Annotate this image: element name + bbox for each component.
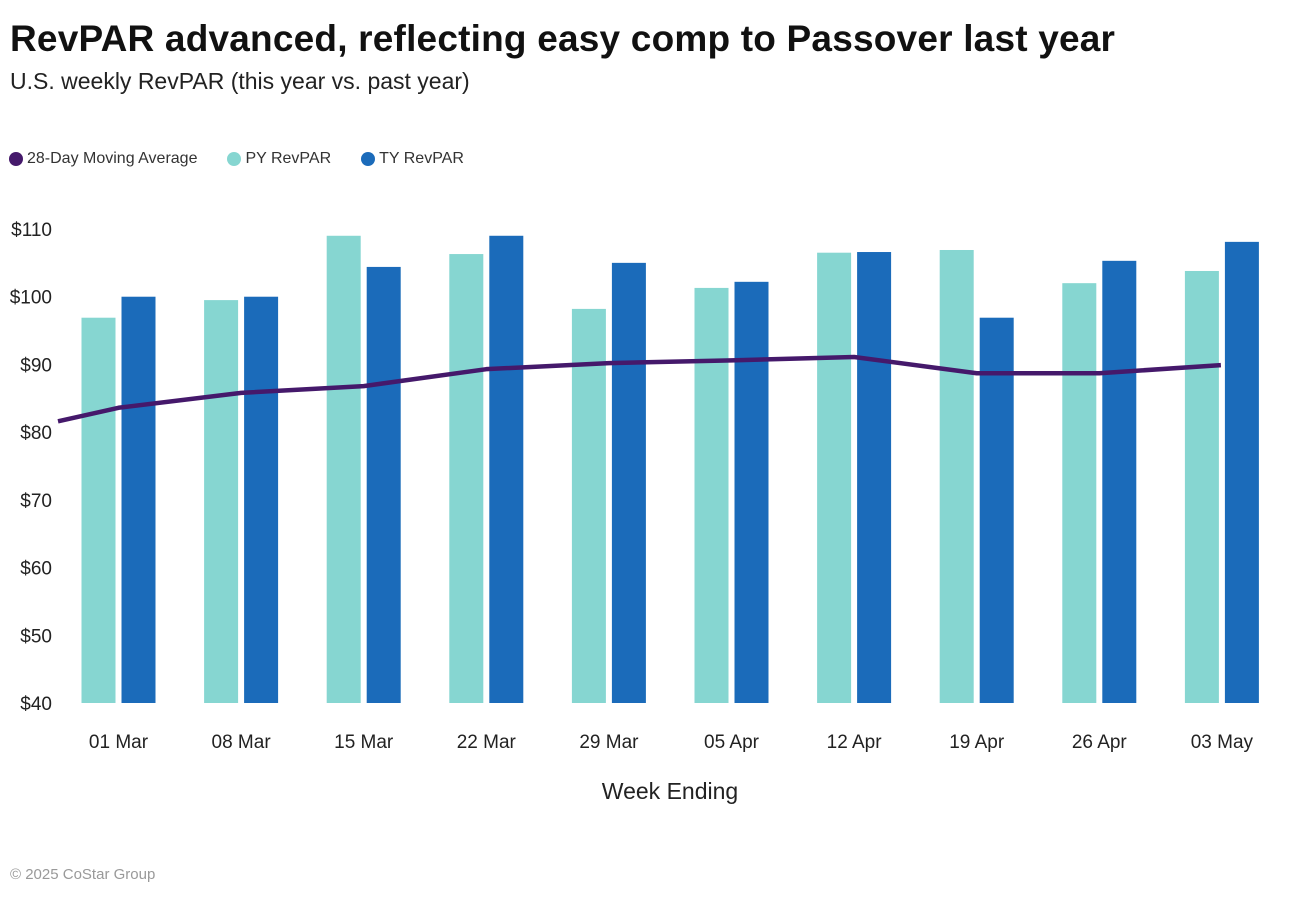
legend-label: 28-Day Moving Average [27, 150, 198, 167]
bar-py-revpar [204, 300, 239, 703]
bar-py-revpar [1062, 283, 1097, 703]
bar-py-revpar [81, 317, 116, 703]
chart-subtitle: U.S. weekly RevPAR (this year vs. past y… [10, 68, 470, 94]
y-tick-label: $100 [10, 288, 52, 309]
moving-average-line [57, 354, 1222, 424]
legend-swatch-ty-revpar [361, 152, 376, 166]
x-tick-label: 29 Mar [579, 732, 639, 753]
x-tick-label: 12 Apr [827, 732, 883, 753]
bar-py-revpar [817, 252, 852, 703]
x-axis: 01 Mar 08 Mar 15 Mar 22 Mar 29 Mar 05 Apr 12 A… [89, 732, 1254, 753]
x-axis-title: Week Ending [602, 778, 738, 804]
legend-label: TY RevPAR [379, 150, 464, 167]
bar-ty-revpar [244, 296, 279, 703]
legend: 28-Day Moving Average PY RevPAR TY RevPA… [9, 150, 494, 168]
x-tick-label: 08 Mar [212, 732, 272, 753]
bar-ty-revpar [489, 235, 524, 703]
legend-item-ty-revpar: TY RevPAR [361, 150, 464, 168]
legend-item-py-revpar: PY RevPAR [227, 150, 331, 168]
legend-label: PY RevPAR [245, 150, 332, 167]
bar-py-revpar [571, 308, 606, 703]
bar-ty-revpar [1102, 260, 1137, 703]
bars [81, 235, 1259, 703]
bar-py-revpar [1184, 270, 1219, 703]
chart-title: RevPAR advanced, reflecting easy comp to… [10, 18, 1116, 59]
legend-swatch-py-revpar [227, 152, 242, 166]
y-tick-label: $60 [20, 559, 52, 580]
bar-ty-revpar [121, 296, 156, 703]
x-tick-label: 03 May [1191, 732, 1254, 753]
bar-py-revpar [939, 249, 974, 703]
bar-py-revpar [694, 287, 729, 703]
y-tick-label: $90 [20, 355, 52, 376]
bar-ty-revpar [979, 317, 1014, 703]
bar-py-revpar [326, 235, 361, 703]
y-tick-label: $80 [20, 423, 52, 444]
y-tick-label: $40 [20, 694, 52, 715]
bar-ty-revpar [734, 281, 769, 703]
y-tick-label: $110 [11, 220, 52, 241]
bar-ty-revpar [1224, 241, 1259, 703]
x-tick-label: 01 Mar [89, 732, 149, 753]
bar-py-revpar [449, 254, 484, 703]
chart-plot: $40 $50 $60 $70 $80 $90 $100 $110 01 Mar 08 Mar 1… [10, 220, 1259, 804]
bar-ty-revpar [366, 266, 401, 703]
bar-ty-revpar [611, 262, 646, 703]
x-tick-label: 26 Apr [1072, 732, 1128, 753]
y-tick-label: $70 [20, 491, 52, 512]
y-axis: $40 $50 $60 $70 $80 $90 $100 $110 [10, 220, 52, 715]
x-tick-label: 05 Apr [704, 732, 760, 753]
legend-swatch-moving-average [9, 152, 23, 166]
x-tick-label: 19 Apr [949, 732, 1005, 753]
legend-item-moving-average: 28-Day Moving Average [9, 150, 197, 168]
y-tick-label: $50 [20, 626, 52, 647]
x-tick-label: 22 Mar [457, 732, 517, 753]
bar-ty-revpar [857, 252, 892, 703]
copyright-footer: © 2025 CoStar Group [10, 866, 156, 883]
x-tick-label: 15 Mar [334, 732, 394, 753]
